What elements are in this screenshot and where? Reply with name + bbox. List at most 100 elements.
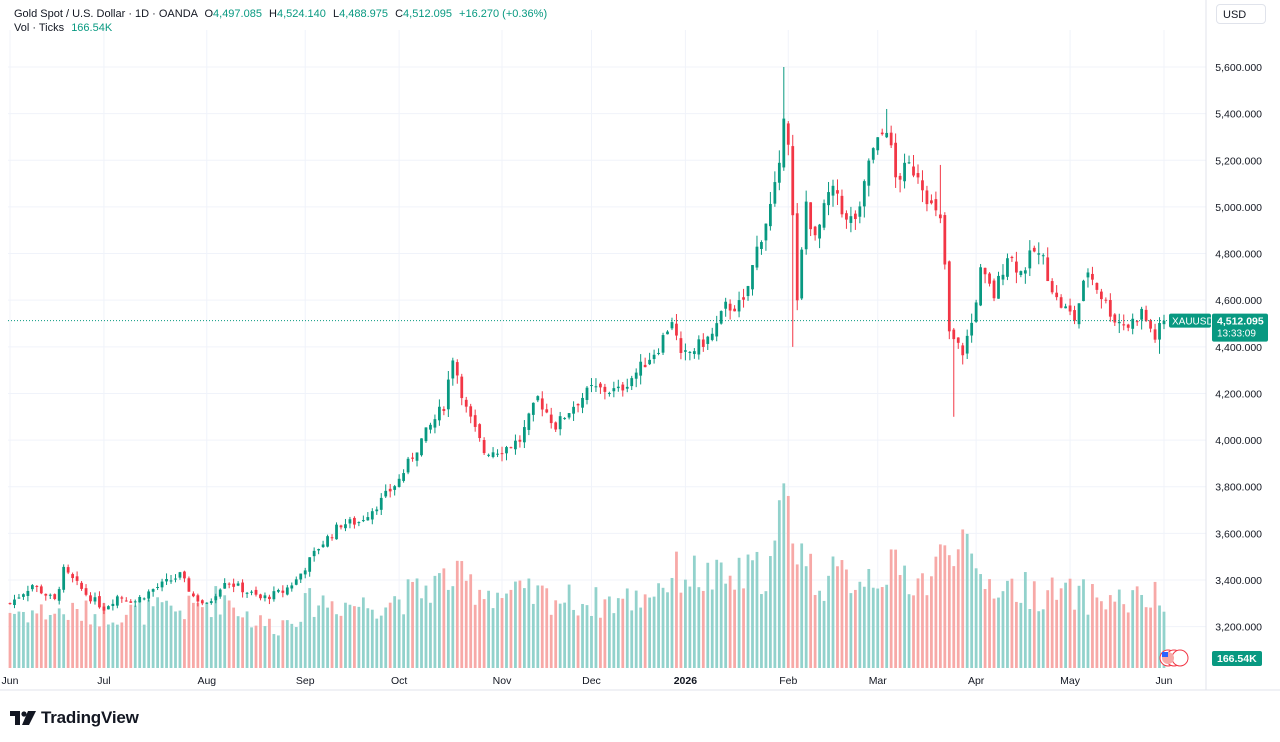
volume-bar <box>576 615 580 668</box>
volume-bar <box>921 573 924 668</box>
volume-bar <box>496 592 499 668</box>
volume-bar <box>487 590 490 668</box>
candle-body <box>39 586 43 594</box>
candle-body <box>455 362 459 376</box>
candle-body <box>930 200 933 204</box>
volume-bar <box>505 593 508 668</box>
volume-bar <box>885 584 889 668</box>
volume-bar <box>366 608 370 668</box>
candle-body <box>961 345 965 356</box>
candle-body <box>370 511 374 520</box>
candle-body <box>675 323 678 336</box>
candle-body <box>773 182 777 204</box>
candle-body <box>509 447 513 449</box>
volume-bar <box>482 599 486 668</box>
candle-body <box>469 406 473 417</box>
candle-body <box>625 386 629 389</box>
candle-body <box>880 132 884 135</box>
candle-body <box>133 601 137 603</box>
volume-bar <box>241 617 244 668</box>
volume-bar <box>952 566 956 668</box>
price-tag-price-text: 4,512.095 <box>1217 316 1264 328</box>
volume-bar <box>312 616 316 668</box>
candle-body <box>62 566 66 590</box>
volume-bar <box>679 592 683 668</box>
y-tick-label: 4,000.000 <box>1215 435 1262 447</box>
volume-bar <box>353 606 356 668</box>
volume-bar <box>782 483 786 668</box>
y-tick-label: 4,600.000 <box>1215 295 1262 307</box>
us-economic-events-icon[interactable] <box>1159 649 1189 667</box>
volume-bar <box>1126 612 1130 668</box>
volume-bar <box>375 618 379 668</box>
volume-bar <box>89 624 92 668</box>
candle-body <box>970 322 974 336</box>
volume-bar <box>174 611 177 668</box>
candle-body <box>907 162 911 164</box>
candle-body <box>804 201 808 250</box>
candle-body <box>876 137 880 151</box>
currency-button[interactable]: USD <box>1216 4 1266 24</box>
candle-body <box>120 597 124 599</box>
volume-bar <box>344 602 347 668</box>
candle-body <box>236 583 240 586</box>
candle-body <box>853 213 857 220</box>
candle-body <box>321 544 325 548</box>
candle-body <box>111 603 115 607</box>
candle-body <box>661 335 665 353</box>
volume-bar <box>1104 609 1108 668</box>
volume-bar <box>317 605 321 668</box>
volume-bar <box>393 596 397 668</box>
candle-body <box>263 595 267 599</box>
volume-bar <box>715 559 719 668</box>
volume-bar <box>585 605 589 668</box>
volume-bar <box>433 575 437 668</box>
candle-body <box>1086 272 1090 278</box>
volume-bar <box>464 580 468 668</box>
candle-body <box>388 488 392 492</box>
volume-bar <box>268 618 271 668</box>
volume-bar <box>156 597 159 668</box>
x-tick-label: Nov <box>493 675 512 687</box>
candle-body <box>1113 314 1117 323</box>
candle-body <box>827 192 830 206</box>
volume-bar <box>469 574 473 668</box>
volume-bar <box>925 595 929 668</box>
candle-body <box>1117 321 1121 324</box>
volume-bar <box>1091 584 1094 668</box>
volume-bar <box>907 594 911 668</box>
volume-bar <box>648 597 652 668</box>
candle-body <box>420 438 423 456</box>
volume-bar <box>62 614 66 668</box>
volume-bar <box>1050 577 1054 668</box>
candle-body <box>724 301 728 309</box>
volume-bar <box>71 602 75 668</box>
volume-bar <box>1064 582 1067 668</box>
volume-bar <box>1059 588 1063 668</box>
candle-body <box>549 414 553 424</box>
volume-bar <box>1144 607 1148 668</box>
volume-bar <box>402 614 405 668</box>
volume-label[interactable]: Vol · Ticks <box>14 22 65 34</box>
price-tag-symbol <box>1169 313 1211 328</box>
volume-bar <box>889 549 893 668</box>
volume-bar <box>912 595 915 668</box>
candle-body <box>48 594 52 596</box>
volume-bar <box>531 603 535 668</box>
y-tick-label: 3,800.000 <box>1215 482 1262 494</box>
tradingview-logo[interactable]: TradingView <box>10 708 139 727</box>
volume-bar <box>308 588 312 668</box>
candle-body <box>603 386 607 392</box>
volume-bar <box>303 593 307 668</box>
volume-bar <box>728 575 732 668</box>
candle-body <box>728 303 732 311</box>
candle-body <box>558 416 562 430</box>
volume-bar <box>599 617 602 668</box>
candle-body <box>1041 255 1045 257</box>
volume-bar <box>1095 597 1099 668</box>
volume-bar <box>120 622 124 668</box>
candle-body <box>518 439 522 442</box>
volume-bar <box>666 592 669 668</box>
symbol-title[interactable]: Gold Spot / U.S. Dollar · 1D · OANDA <box>14 8 198 20</box>
